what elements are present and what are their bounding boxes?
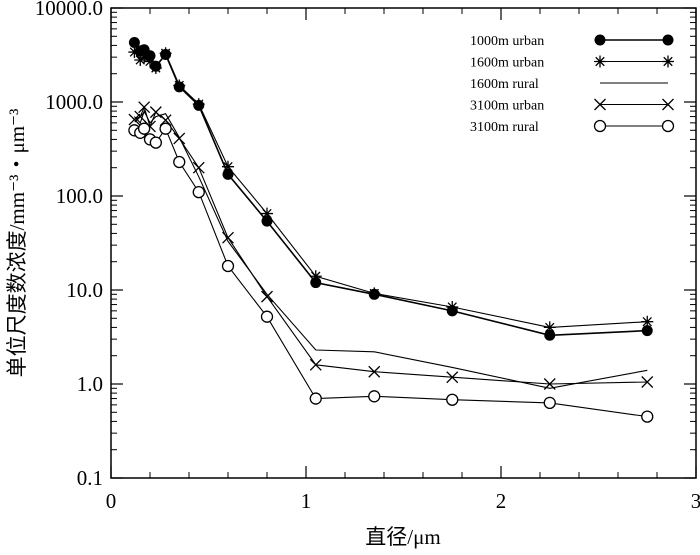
marker-open-circle [149,136,163,149]
series-3100m-urban [128,101,654,390]
marker-x [138,101,151,114]
marker-open-circle [192,185,205,199]
marker-asterisk [261,207,273,220]
marker-open-circle [661,119,675,133]
series-line [133,42,648,337]
marker-x [149,106,162,119]
series-line [134,105,648,385]
marker-filled-circle [222,168,234,180]
marker-asterisk [173,79,186,92]
marker-open-circle [543,396,556,410]
y-tick-label: 1000.0 [45,90,103,114]
marker-filled-circle [641,325,653,337]
marker-open-circle [641,410,654,423]
marker-asterisk [144,55,156,68]
marker-asterisk [128,46,141,59]
marker-open-circle [137,122,151,135]
y-axis-title: 单位尺度数浓度/mm⁻³・μm⁻³ [5,109,29,378]
marker-asterisk [309,270,322,283]
marker-open-circle [221,259,235,273]
marker-x [128,113,141,126]
y-tick-label: 10000.0 [35,0,103,20]
legend-label: 3100m urban [470,99,544,114]
series-line [133,51,648,328]
marker-open-circle [309,392,322,405]
series-line [133,109,648,389]
marker-asterisk [222,160,234,173]
marker-asterisk [662,55,674,68]
marker-filled-circle [594,34,606,46]
series-3100m-rural [128,122,654,423]
marker-asterisk [446,300,459,313]
legend-label: 1600m urban [470,56,544,71]
marker-asterisk [159,47,172,60]
marker-asterisk [149,61,162,74]
marker-asterisk [543,321,556,334]
marker-x [594,98,606,111]
marker-asterisk [641,315,654,328]
plot-frame [110,7,697,479]
marker-open-circle [260,310,274,323]
legend: 1000m urban 1600m urban 1600m rural 3100m u… [470,34,675,135]
series-1600m-rural [133,109,648,389]
x-tick-label: 2 [496,489,507,513]
x-tick-label: 0 [106,489,117,513]
marker-open-circle [446,393,459,406]
marker-filled-circle [544,329,556,341]
series-1600m-urban [128,46,654,334]
x-tick-label: 1 [301,489,312,513]
axes: 0 1 2 3 0.1 1.0 10.0 100.0 1000.0 10000.0 [35,0,700,513]
marker-asterisk [192,98,205,111]
marker-x [134,110,147,123]
marker-open-circle [159,122,172,135]
marker-asterisk [368,287,381,300]
y-tick-label: 10.0 [66,278,103,302]
marker-asterisk [594,55,606,68]
marker-open-circle [368,390,381,403]
marker-x [222,231,234,244]
marker-open-circle [593,119,607,133]
marker-x [368,365,381,378]
marker-filled-circle [128,36,140,48]
marker-x [173,132,186,145]
marker-x [192,161,205,174]
x-tick-label: 3 [691,489,700,513]
marker-x [261,290,273,303]
marker-open-circle [173,155,186,169]
marker-x [543,378,556,390]
marker-x [641,376,654,388]
marker-asterisk [134,53,147,66]
x-axis-title: 直径/μm [365,525,440,549]
marker-filled-circle [261,215,273,227]
y-tick-label: 100.0 [56,184,103,208]
y-tick-label: 1.0 [77,372,103,396]
marker-x [446,371,459,384]
marker-x [309,358,322,371]
marker-x [662,98,674,111]
series-layer [128,36,654,423]
marker-filled-circle [662,34,674,46]
legend-label: 1600m rural [470,77,539,92]
y-tick-label: 0.1 [77,466,103,490]
legend-label: 1000m urban [470,34,544,49]
legend-label: 3100m rural [470,120,539,135]
marker-asterisk [138,51,151,64]
